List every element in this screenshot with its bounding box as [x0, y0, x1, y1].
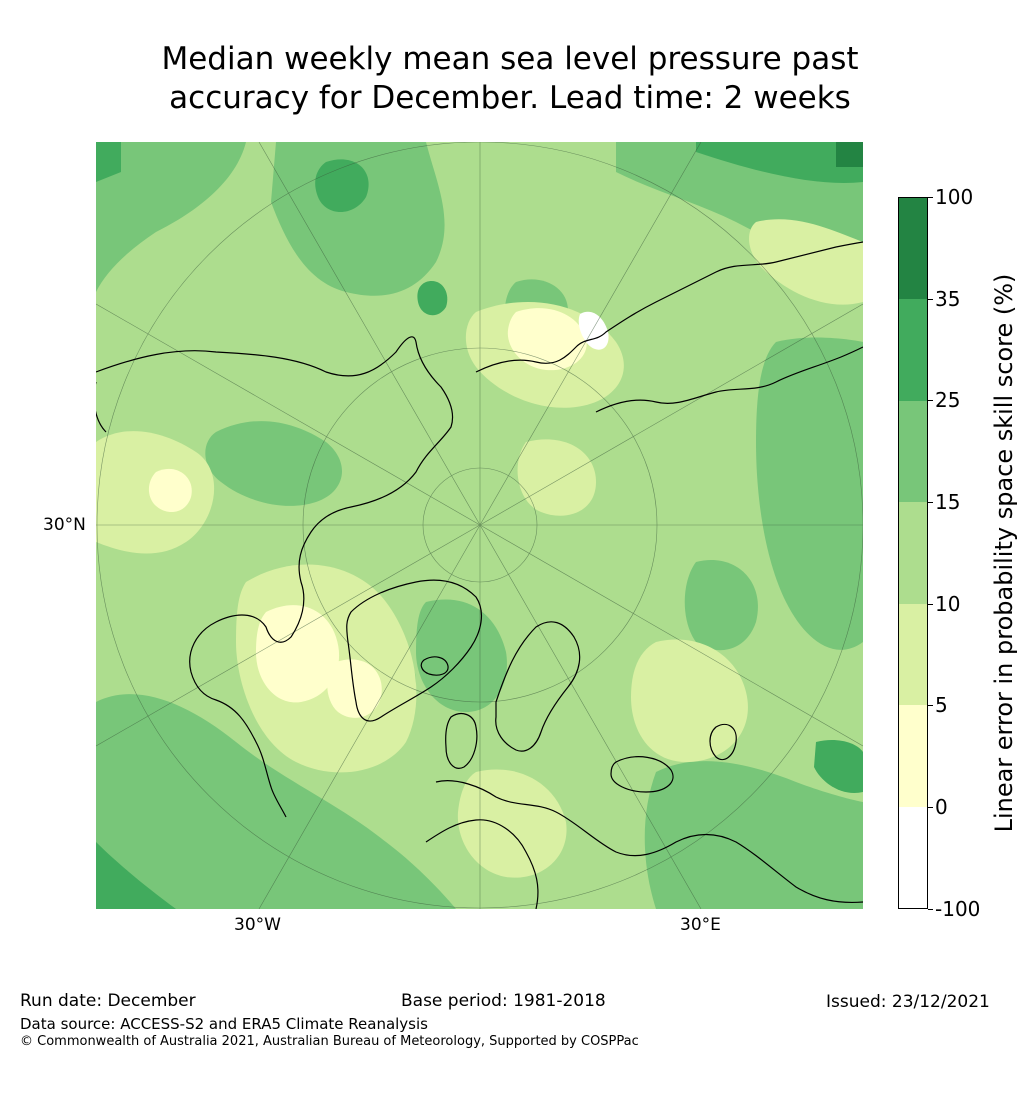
colorbar-tickmark	[928, 909, 933, 910]
colorbar-tickmark	[928, 807, 933, 808]
colorbar-tick-label: 35	[935, 287, 961, 311]
colorbar-bin-0-5	[898, 705, 928, 807]
colorbar-bin-25-35	[898, 299, 928, 401]
colorbar-bin-5-10	[898, 604, 928, 705]
british-isles-coast	[445, 713, 478, 769]
north-america-coast	[96, 336, 454, 818]
europe-coast	[425, 780, 863, 909]
colorbar-tick-label: 5	[935, 693, 948, 717]
colorbar-tick-label: 100	[935, 185, 974, 209]
skill-region-35-100	[836, 142, 863, 167]
longitude-label-30e: 30°E	[680, 915, 721, 935]
latitude-label-30n: 30°N	[43, 515, 86, 535]
coastlines	[96, 241, 863, 909]
issued-date: Issued: 23/12/2021	[826, 992, 990, 1012]
colorbar-bin-10-15	[898, 502, 928, 604]
black-sea-coast	[610, 756, 674, 793]
colorbar-tick-label: 0	[935, 795, 948, 819]
run-date: Run date: December	[20, 991, 196, 1011]
colorbar-tick-label: -100	[935, 897, 981, 921]
colorbar-frame	[898, 197, 928, 909]
colorbar	[898, 197, 928, 909]
colorbar-bin-15-25	[898, 401, 928, 502]
data-source: Data source: ACCESS-S2 and ERA5 Climate …	[20, 1015, 428, 1033]
chart-title: Median weekly mean sea level pressure pa…	[0, 40, 1020, 118]
siberia-coast	[475, 241, 863, 413]
colorbar-bin-35-100	[898, 197, 928, 299]
colorbar-tickmark	[928, 299, 933, 300]
colorbar-tick-label: 15	[935, 490, 961, 514]
scandinavia-coast	[495, 621, 581, 752]
colorbar-bin-below-0	[898, 807, 928, 909]
longitude-label-30w: 30°W	[234, 915, 281, 935]
skill-region-below-0	[578, 311, 609, 350]
colorbar-tick-label: 10	[935, 592, 961, 616]
graticule	[96, 142, 863, 909]
colorbar-tickmark	[928, 604, 933, 605]
title-line-2: accuracy for December. Lead time: 2 week…	[169, 80, 851, 116]
skill-region-15-25	[96, 142, 863, 909]
colorbar-tickmark	[928, 197, 933, 198]
skill-score-map	[96, 142, 863, 909]
colorbar-tickmark	[928, 705, 933, 706]
colorbar-tickmark	[928, 400, 933, 401]
colorbar-tickmark	[928, 502, 933, 503]
colorbar-title-text: Linear error in probability space skill …	[990, 273, 1018, 833]
iceland-coast	[420, 656, 449, 676]
greenland-coast	[346, 579, 483, 722]
base-period: Base period: 1981-2018	[401, 991, 606, 1011]
skill-region-25-35	[96, 142, 863, 909]
caspian-coast	[709, 723, 737, 761]
colorbar-tick-label: 25	[935, 388, 961, 412]
title-line-1: Median weekly mean sea level pressure pa…	[161, 41, 859, 77]
copyright-notice: © Commonwealth of Australia 2021, Austra…	[20, 1034, 639, 1049]
